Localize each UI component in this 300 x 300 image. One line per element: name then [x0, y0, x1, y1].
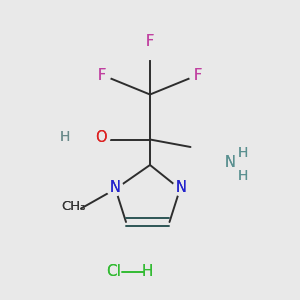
Text: O: O — [96, 130, 107, 145]
Circle shape — [190, 67, 206, 84]
Text: F: F — [194, 68, 202, 83]
Circle shape — [93, 130, 110, 146]
Text: H: H — [238, 169, 248, 184]
Text: N: N — [176, 180, 187, 195]
Text: H: H — [60, 130, 70, 144]
Text: Cl: Cl — [106, 264, 122, 279]
Text: N: N — [109, 180, 120, 195]
Text: O: O — [96, 130, 107, 145]
Text: CH₃: CH₃ — [61, 200, 86, 214]
Circle shape — [106, 179, 123, 196]
Text: H: H — [141, 264, 153, 279]
Text: Cl: Cl — [106, 264, 122, 279]
Text: H: H — [238, 169, 248, 184]
Text: H: H — [141, 264, 153, 279]
Circle shape — [173, 179, 190, 196]
Text: N: N — [176, 180, 187, 195]
Text: F: F — [98, 68, 106, 83]
Text: H: H — [238, 146, 248, 160]
Circle shape — [94, 67, 110, 84]
Circle shape — [142, 43, 158, 59]
Text: N: N — [225, 155, 236, 170]
Text: H: H — [238, 146, 248, 160]
Text: F: F — [98, 68, 106, 83]
Text: CH₃: CH₃ — [61, 200, 86, 214]
Text: N: N — [109, 180, 120, 195]
Text: N: N — [225, 155, 236, 170]
Text: H: H — [60, 130, 70, 144]
Text: F: F — [194, 68, 202, 83]
Text: F: F — [146, 34, 154, 49]
Circle shape — [57, 130, 74, 146]
Text: F: F — [146, 34, 154, 49]
